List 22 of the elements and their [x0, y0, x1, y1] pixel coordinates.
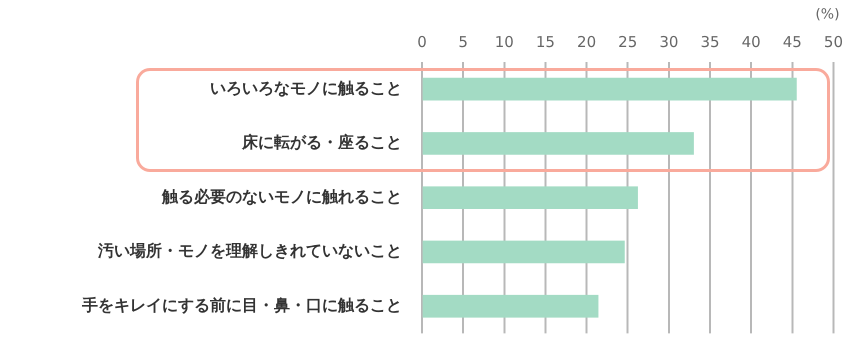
x-tick-label: 30 [659, 32, 678, 51]
y-tick-label: いろいろなモノに触ること [210, 78, 402, 98]
y-tick-label: 床に転がる・座ること [241, 132, 402, 152]
x-tick-label: 40 [742, 32, 761, 51]
x-tick-label: 5 [458, 32, 468, 51]
bar [422, 78, 797, 100]
x-tick-label: 45 [782, 32, 802, 51]
bar [422, 186, 638, 210]
y-tick-label: 手をキレイにする前に目・鼻・口に触ること [81, 295, 402, 314]
y-tick-label: 汚い場所・モノを理解しきれていないこと [97, 241, 402, 260]
x-tick-label: 20 [577, 32, 596, 51]
x-tick-label: 15 [536, 32, 555, 51]
bar [422, 294, 598, 318]
x-axis-title: (%) [815, 6, 840, 23]
bar [422, 132, 694, 155]
bar [422, 240, 625, 264]
x-tick-label: 0 [417, 32, 427, 51]
y-tick-label: 触る必要のないモノに触れること [161, 186, 402, 206]
x-tick-label: 50 [824, 32, 844, 51]
x-tick-label: 25 [618, 32, 638, 51]
x-tick-label: 10 [494, 32, 514, 51]
x-tick-label: 35 [700, 32, 720, 51]
